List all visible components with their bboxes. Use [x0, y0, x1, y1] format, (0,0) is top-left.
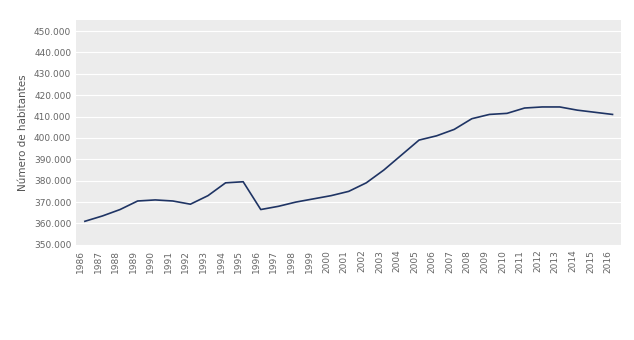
Y-axis label: Número de habitantes: Número de habitantes: [18, 74, 29, 191]
